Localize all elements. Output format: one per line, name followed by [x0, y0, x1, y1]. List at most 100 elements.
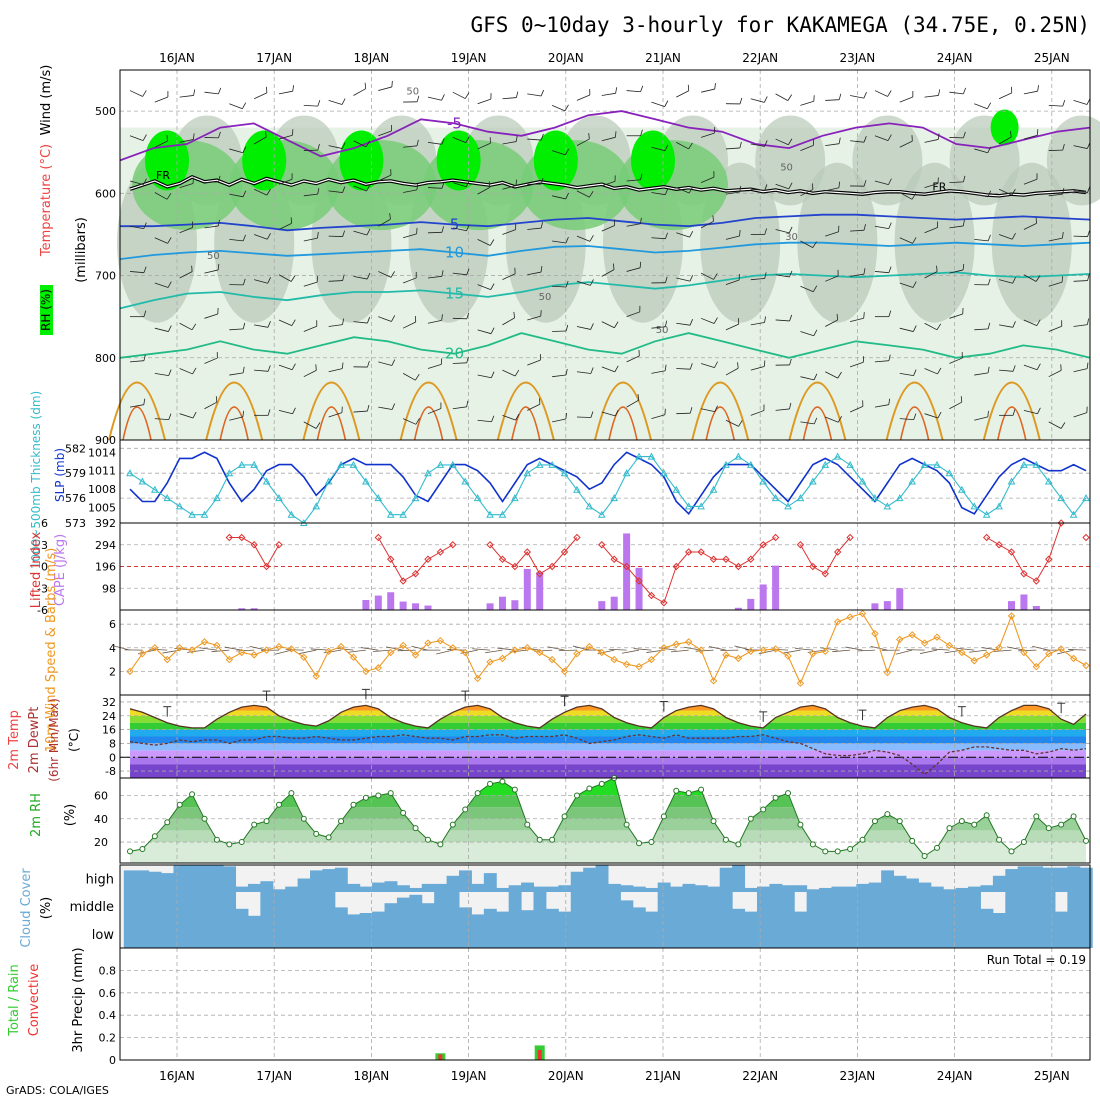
cloud-cell-high [210, 865, 224, 892]
cloud-cell-high [732, 865, 746, 892]
cloud-cell-middle [794, 911, 808, 920]
cloud-cell-middle [210, 892, 224, 920]
rh-series-marker [536, 836, 543, 843]
wind-barb-flag [589, 191, 594, 198]
wind-barb-flag [242, 278, 246, 285]
wind-barb [825, 187, 840, 192]
thickness-series-marker [250, 460, 258, 468]
rh-series-marker [127, 848, 133, 855]
rh-series-marker [1045, 825, 1052, 832]
x-tick-label-top: 20JAN [548, 51, 584, 65]
wind-barb-flag [614, 131, 617, 138]
cape-bar [238, 608, 246, 610]
cloud-cell-high [1030, 866, 1044, 892]
wind-barb-flag [341, 142, 346, 149]
wind-barb-flag [640, 173, 643, 180]
cloud-cell-middle [161, 892, 174, 920]
rh-contour-label: 30 [785, 232, 798, 243]
cloud-cell-high [992, 875, 1006, 892]
wind-tick-label: 4 [109, 642, 116, 655]
rh-series-marker [1058, 821, 1065, 828]
wind-barb [502, 273, 516, 281]
wind-barb [452, 362, 467, 364]
wind-barb [452, 91, 466, 99]
wind-barb-flag [193, 89, 196, 96]
wind-speed-marker [163, 655, 171, 664]
lifted-index-tick-label: -6 [37, 604, 48, 617]
surface-wind-barb [820, 647, 838, 651]
wind-barb-flag [912, 237, 917, 244]
surface-wind-barb [199, 647, 217, 651]
wind-barb-flag [937, 367, 942, 375]
cloud-cell-high [334, 867, 348, 892]
wind-barb [850, 95, 864, 99]
temperature-contour [120, 213, 1091, 232]
wind-barb [924, 95, 939, 98]
cape-bar [610, 596, 618, 610]
thickness-series-marker [982, 510, 991, 518]
wind-barb [452, 406, 467, 410]
wind-barb [229, 328, 244, 331]
wind-barb [899, 140, 913, 148]
wind-barb [154, 140, 168, 148]
wind-barb [1048, 193, 1063, 197]
wind-barb-flag [565, 412, 568, 420]
wind-barb-flag [342, 318, 345, 325]
cloud-cell-middle [670, 892, 683, 920]
cape-bar [536, 572, 544, 610]
cloud-cell-middle [930, 892, 944, 920]
wind-barb-flag [167, 281, 172, 288]
wind-barb-flag [987, 322, 991, 329]
wind-barb [576, 371, 591, 374]
wind-barb-flag [540, 177, 544, 185]
cloud-cell-high [570, 871, 584, 892]
cloud-cell-high [620, 885, 634, 892]
credit-label: GrADS: COLA/IGES [6, 1084, 109, 1097]
cloud-cell-middle [980, 908, 994, 920]
cloud-cell-low [794, 920, 808, 948]
wind-barb [154, 418, 169, 420]
wind-barb [874, 360, 889, 363]
cloud-cell-high [781, 885, 795, 892]
x-tick-label-bottom: 21JAN [645, 1069, 681, 1083]
rh-series-marker [884, 811, 891, 818]
wind-barb [775, 183, 789, 190]
cloud-cell-high [185, 865, 199, 892]
wind-barb-flag [987, 234, 991, 241]
wind-barb-flag [1035, 275, 1041, 282]
wind-barb [527, 227, 542, 230]
precip-tick-label: 0 [109, 1054, 116, 1067]
wind-barb-flag [764, 272, 767, 279]
rh-bright-blob [631, 130, 675, 191]
cloud-cell-low [608, 920, 621, 948]
wind-barb [626, 311, 640, 318]
wind-barb-flag [838, 181, 841, 188]
thickness-series-marker [647, 452, 656, 460]
wind-barb [129, 404, 144, 408]
wind-barb [576, 280, 591, 286]
cloud-cell-middle [843, 892, 857, 920]
temp-hot-contour [413, 406, 444, 441]
wind-speed-marker [1032, 662, 1041, 671]
wind-barb-flag [292, 407, 296, 414]
wind-barb [328, 324, 343, 327]
wind-barb-flag [812, 285, 818, 292]
surface-wind-barb [299, 649, 317, 654]
cloud-cell-middle [533, 892, 547, 920]
wind-barb-flag [1062, 188, 1065, 195]
wind-barb [775, 274, 790, 278]
wind-barb [328, 368, 343, 373]
cloud-cell-low [881, 920, 895, 948]
wind-barb-flag [640, 217, 642, 224]
surface-wind-barb [969, 649, 987, 653]
wind-barb-flag [1011, 233, 1016, 240]
wind-barb-flag [589, 279, 594, 286]
wind-barb-flag [315, 422, 321, 429]
wind-barb [179, 322, 193, 331]
thickness-series-marker [138, 477, 147, 485]
lifted-index-line [229, 523, 1086, 603]
wind-barb [974, 148, 988, 154]
wind-barb-flag [987, 190, 992, 197]
cloud-cell-high [123, 870, 137, 892]
lifted-index-marker [1007, 548, 1016, 556]
